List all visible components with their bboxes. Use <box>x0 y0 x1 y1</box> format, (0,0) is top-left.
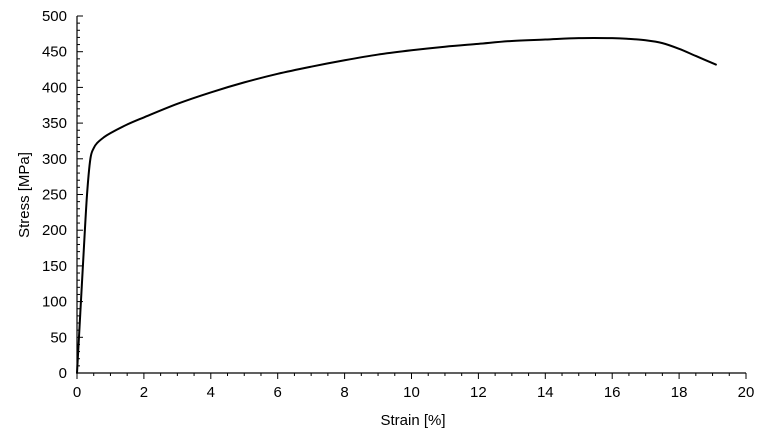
x-tick-label: 16 <box>604 384 621 401</box>
x-tick-label: 2 <box>140 384 148 401</box>
y-tick-label: 50 <box>50 329 67 346</box>
x-tick-label: 18 <box>671 384 688 401</box>
y-tick-label: 0 <box>59 365 67 382</box>
x-tick-label: 20 <box>738 384 755 401</box>
y-tick-label: 150 <box>42 258 67 275</box>
y-tick-label: 200 <box>42 222 67 239</box>
axes <box>76 16 746 374</box>
y-axis-title: Stress [MPa] <box>16 152 33 238</box>
x-axis-ticks: 0 2 4 6 8 10 12 14 16 18 20 <box>73 373 755 401</box>
x-tick-label: 12 <box>470 384 487 401</box>
x-axis-title: Strain [%] <box>380 412 445 429</box>
stress-strain-curve <box>76 36 717 374</box>
y-tick-label: 350 <box>42 115 67 132</box>
x-tick-label: 10 <box>403 384 420 401</box>
y-tick-label: 100 <box>42 294 67 311</box>
x-tick-label: 8 <box>340 384 348 401</box>
y-axis-ticks: 0 50 100 150 200 250 300 350 400 450 500 <box>42 8 83 382</box>
x-tick-label: 14 <box>537 384 554 401</box>
y-tick-label: 400 <box>42 79 67 96</box>
y-tick-label: 300 <box>42 151 67 168</box>
x-tick-label: 6 <box>274 384 282 401</box>
x-tick-label: 0 <box>73 384 81 401</box>
series-group <box>76 36 717 374</box>
y-tick-label: 500 <box>42 8 67 25</box>
y-tick-label: 250 <box>42 187 67 204</box>
x-tick-label: 4 <box>207 384 215 401</box>
y-tick-label: 450 <box>42 44 67 61</box>
